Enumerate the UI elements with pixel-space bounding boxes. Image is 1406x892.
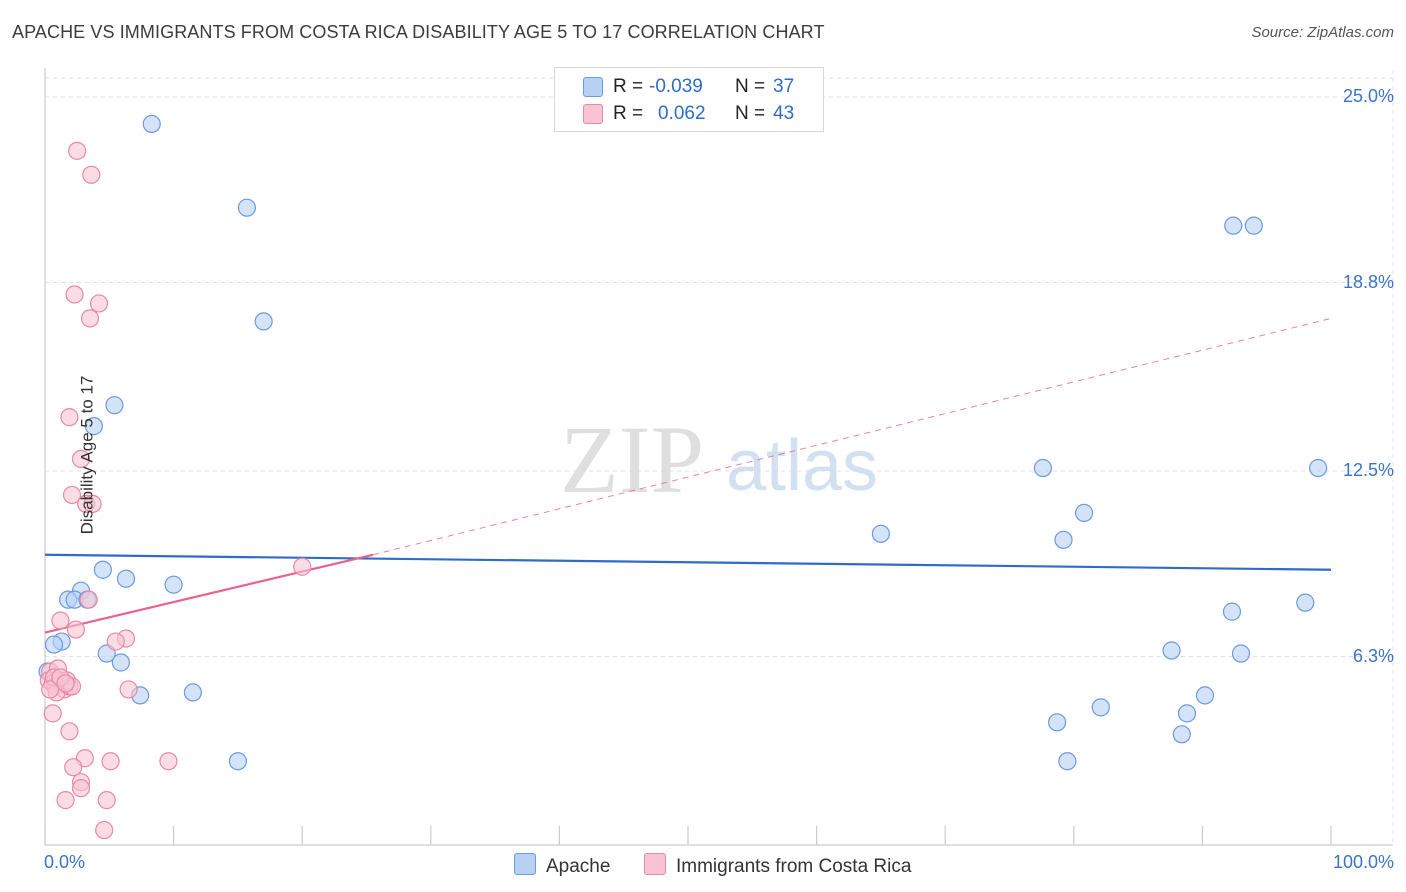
- y-tick-label: 12.5%: [1342, 460, 1394, 480]
- apache-point: [1172, 725, 1191, 744]
- costa-rica-swatch: [583, 104, 603, 124]
- costa-rica-point: [89, 294, 109, 313]
- costa-rica-legend-label: Immigrants from Costa Rica: [676, 856, 912, 877]
- costa-rica-point: [60, 408, 79, 427]
- costa-rica-point: [43, 704, 62, 723]
- apache-point: [1091, 698, 1110, 717]
- costa-rica-point: [106, 632, 125, 651]
- y-tick-label: 6.3%: [1352, 645, 1394, 666]
- gridlines: [45, 70, 1394, 845]
- apache-point: [1195, 686, 1215, 705]
- costa-rica-point: [60, 722, 79, 741]
- costa-rica-point: [66, 620, 85, 639]
- source-label: Source: ZipAtlas.com: [1251, 24, 1394, 41]
- legend-r-value: 0.062: [658, 103, 706, 124]
- apache-point: [871, 524, 891, 543]
- costa-rica-point: [293, 557, 312, 576]
- costa-rica-point: [68, 141, 87, 160]
- legend-r-label: R =: [613, 76, 644, 97]
- apache-swatch: [583, 77, 603, 97]
- legend-item-costa-rica: Immigrants from Costa Rica: [644, 853, 911, 878]
- apache-legend-label: Apache: [546, 856, 611, 877]
- apache-point: [44, 635, 64, 654]
- apache-point: [1054, 530, 1073, 549]
- apache-point: [142, 114, 161, 134]
- apache-legend-swatch: [514, 853, 536, 875]
- legend-n-label: N =: [735, 76, 766, 97]
- apache-point: [183, 683, 202, 702]
- chart-title: APACHE VS IMMIGRANTS FROM COSTA RICA DIS…: [12, 22, 825, 42]
- apache-point: [1177, 704, 1197, 723]
- trend-lines: [44, 317, 1332, 634]
- legend-n-value: 37: [773, 76, 795, 97]
- apache-point: [1047, 713, 1067, 732]
- legend-row-apache: R = -0.039 N = 37: [555, 74, 823, 100]
- apache-point: [1222, 602, 1242, 621]
- apache-point: [1074, 503, 1094, 522]
- data-points: [38, 114, 1328, 840]
- x-tick-label-min: 0.0%: [44, 852, 86, 872]
- costa-rica-point: [119, 680, 138, 699]
- costa-rica-point: [95, 820, 114, 840]
- costa-rica-point: [80, 309, 100, 328]
- costa-rica-point: [79, 590, 98, 609]
- legend-row-costa-rica: R = 0.062 N = 43: [555, 101, 823, 127]
- costa-rica-point: [62, 485, 82, 505]
- apache-point: [1309, 458, 1328, 478]
- apache-point: [1162, 641, 1181, 660]
- apache-point: [93, 560, 112, 579]
- y-tick-label: 25.0%: [1342, 86, 1394, 106]
- costa-rica-point: [97, 791, 116, 810]
- costa-rica-point: [83, 494, 102, 514]
- legend-r-label: R =: [613, 103, 644, 124]
- axes: [44, 68, 1393, 846]
- apache-point: [116, 569, 136, 588]
- apache-point: [1296, 593, 1315, 612]
- costa-rica-point: [159, 752, 178, 771]
- costa-rica-point: [64, 758, 83, 777]
- costa-rica-point: [71, 449, 91, 469]
- costa-rica-point: [41, 680, 60, 699]
- apache-point: [237, 198, 257, 217]
- y-tick-label: 18.8%: [1342, 271, 1394, 292]
- costa-rica-point: [51, 611, 70, 630]
- apache-point: [164, 575, 183, 594]
- legend-item-apache: Apache: [514, 853, 610, 878]
- apache-point: [1244, 216, 1263, 235]
- costa-rica-point: [65, 285, 84, 304]
- watermark-zip: ZIP: [560, 406, 704, 513]
- apache-trend-line: [44, 553, 1332, 571]
- legend-n-value: 43: [773, 103, 795, 124]
- apache-point: [1058, 752, 1077, 771]
- apache-point: [254, 312, 273, 331]
- apache-point: [228, 752, 247, 771]
- legend-r-value: -0.039: [649, 76, 703, 97]
- legend-n-label: N =: [735, 103, 766, 124]
- costa-rica-point: [71, 779, 91, 798]
- apache-point: [1224, 216, 1243, 235]
- costa-rica-legend-swatch: [644, 853, 666, 875]
- x-tick-label-max: 100.0%: [1332, 852, 1394, 872]
- costa-rica-point: [101, 752, 120, 771]
- apache-point: [1231, 644, 1251, 663]
- apache-point: [1033, 458, 1053, 478]
- watermark: ZIP atlas: [560, 406, 878, 513]
- costa-rica-point: [82, 165, 101, 184]
- correlation-legend: R = -0.039 N = 37 R = 0.062 N = 43: [554, 67, 824, 132]
- costa-rica-trend-line: [44, 553, 374, 634]
- apache-point: [105, 396, 124, 415]
- costa-rica-point: [56, 791, 75, 810]
- apache-point: [111, 653, 130, 672]
- watermark-atlas: atlas: [726, 426, 878, 506]
- apache-point: [84, 417, 103, 436]
- costa-rica-point: [56, 674, 75, 693]
- y-axis-label: Disability Age 5 to 17: [77, 375, 97, 535]
